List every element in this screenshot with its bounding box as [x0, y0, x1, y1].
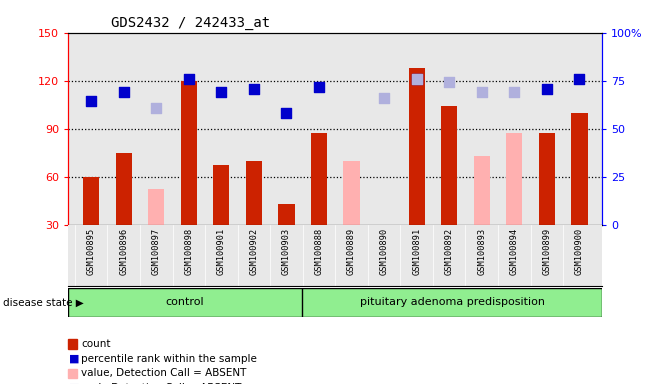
Text: disease state ▶: disease state ▶ — [3, 297, 84, 308]
Point — [118, 89, 129, 95]
Text: GSM100892: GSM100892 — [445, 228, 454, 275]
Point — [542, 86, 552, 92]
Point — [314, 84, 324, 90]
Point — [444, 79, 454, 85]
Text: GSM100901: GSM100901 — [217, 228, 226, 275]
Bar — [441, 106, 457, 225]
Point — [184, 76, 194, 82]
Bar — [279, 204, 294, 225]
Point — [249, 86, 259, 92]
Bar — [344, 161, 359, 225]
Text: GSM100895: GSM100895 — [87, 228, 96, 275]
Bar — [180, 81, 197, 225]
Text: rank, Detection Call = ABSENT: rank, Detection Call = ABSENT — [81, 383, 242, 384]
Text: GSM100890: GSM100890 — [380, 228, 389, 275]
Bar — [302, 288, 602, 317]
Point — [216, 89, 227, 95]
Bar — [376, 225, 392, 228]
Bar — [506, 134, 522, 225]
Text: GSM100893: GSM100893 — [477, 228, 486, 275]
Text: GSM100896: GSM100896 — [119, 228, 128, 275]
Text: GSM100902: GSM100902 — [249, 228, 258, 275]
Bar — [539, 134, 555, 225]
Point — [477, 89, 487, 95]
Bar — [572, 113, 587, 225]
Point — [379, 95, 389, 101]
Bar — [473, 156, 490, 225]
Text: pituitary adenoma predisposition: pituitary adenoma predisposition — [359, 297, 544, 308]
Text: GSM100891: GSM100891 — [412, 228, 421, 275]
Bar — [409, 68, 424, 225]
Bar — [68, 288, 302, 317]
Point — [574, 76, 585, 82]
Point — [411, 76, 422, 82]
Bar — [83, 177, 99, 225]
Point — [509, 89, 519, 95]
Text: ■: ■ — [69, 354, 79, 364]
Text: GSM100898: GSM100898 — [184, 228, 193, 275]
Text: GSM100900: GSM100900 — [575, 228, 584, 275]
Bar — [116, 153, 132, 225]
Text: GSM100897: GSM100897 — [152, 228, 161, 275]
Bar — [246, 161, 262, 225]
Bar — [148, 189, 164, 225]
Text: GSM100888: GSM100888 — [314, 228, 324, 275]
Point — [281, 109, 292, 116]
Point — [151, 105, 161, 111]
Text: control: control — [166, 297, 204, 308]
Text: GSM100903: GSM100903 — [282, 228, 291, 275]
Text: percentile rank within the sample: percentile rank within the sample — [81, 354, 257, 364]
Text: ■: ■ — [69, 383, 79, 384]
Text: value, Detection Call = ABSENT: value, Detection Call = ABSENT — [81, 368, 247, 378]
Point — [411, 76, 422, 82]
Text: count: count — [81, 339, 111, 349]
Bar — [213, 166, 229, 225]
Point — [86, 98, 96, 104]
Text: GDS2432 / 242433_at: GDS2432 / 242433_at — [111, 16, 270, 30]
Text: GSM100894: GSM100894 — [510, 228, 519, 275]
Text: GSM100899: GSM100899 — [542, 228, 551, 275]
Bar — [311, 134, 327, 225]
Text: GSM100889: GSM100889 — [347, 228, 356, 275]
